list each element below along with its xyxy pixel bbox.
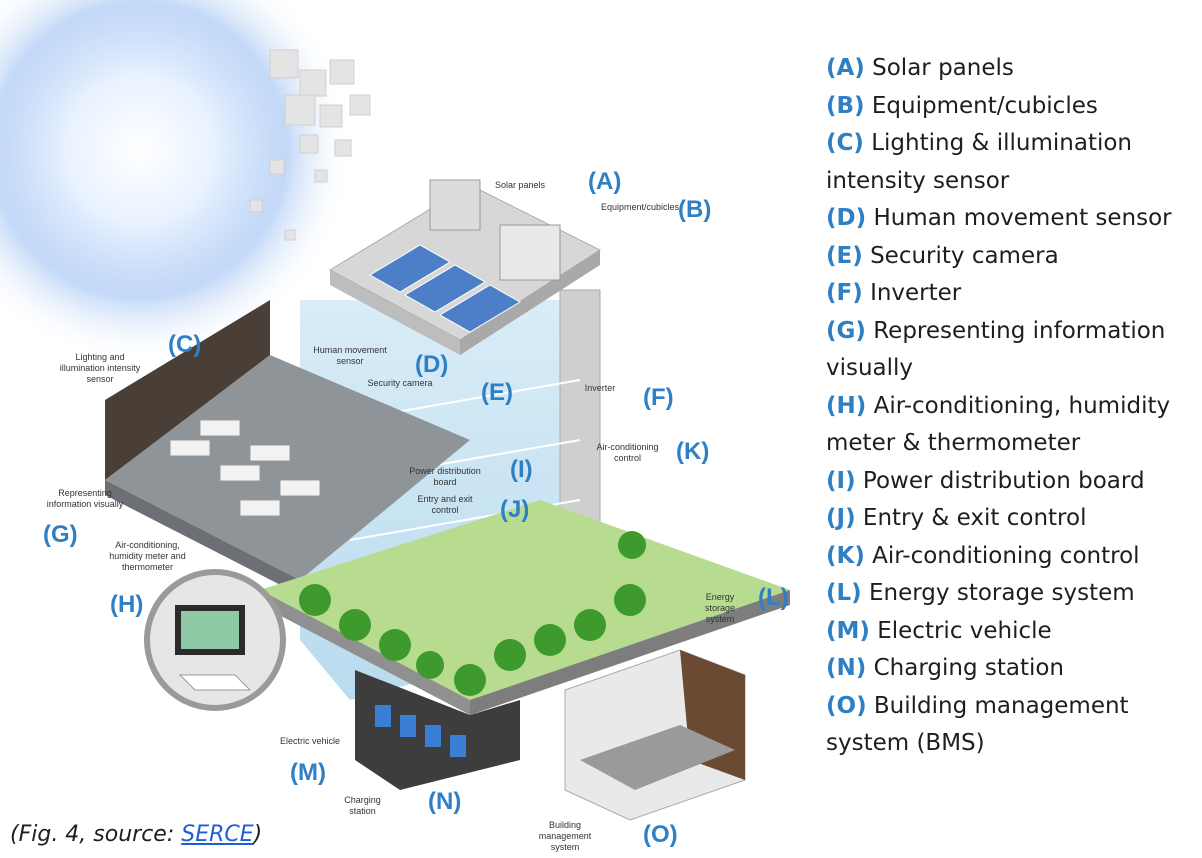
legend-letter: (A) <box>826 55 865 81</box>
label-caption: Human movement sensor <box>310 345 390 367</box>
caption-prefix: (Fig. 4, source: <box>10 822 181 847</box>
legend-text: Building management system (BMS) <box>826 693 1129 757</box>
legend-letter: (L) <box>826 580 862 606</box>
source-link[interactable]: SERCE <box>181 822 253 847</box>
label-letter: (H) <box>110 591 143 619</box>
label-letter: (N) <box>428 788 461 816</box>
caption: (Fig. 4, source: SERCE) <box>10 822 262 847</box>
label-caption: Power distribution board <box>405 466 485 488</box>
legend-item: (G) Representing information visually <box>826 313 1196 388</box>
legend-item: (N) Charging station <box>826 650 1196 688</box>
label-letter: (J) <box>500 496 529 524</box>
label-caption: Building management system <box>525 820 605 853</box>
equipment <box>430 180 480 230</box>
label-caption: Air-conditioning control <box>590 442 665 464</box>
label-letter: (E) <box>481 379 513 407</box>
label-letter: (G) <box>43 521 78 549</box>
label-letter: (K) <box>676 438 709 466</box>
label-caption: Air-conditioning, humidity meter and the… <box>100 540 195 573</box>
legend-item: (K) Air-conditioning control <box>826 538 1196 576</box>
label-letter: (L) <box>758 584 789 612</box>
label-caption: Charging station <box>330 795 395 817</box>
legend-item: (F) Inverter <box>826 275 1196 313</box>
label-letter: (O) <box>643 821 678 849</box>
label-caption: Inverter <box>580 383 620 394</box>
label-caption: Representing information visually <box>40 488 130 510</box>
legend-text: Human movement sensor <box>873 205 1171 231</box>
label-letter: (B) <box>678 196 711 224</box>
legend-letter: (M) <box>826 618 870 644</box>
legend-text: Equipment/cubicles <box>872 93 1098 119</box>
legend-letter: (O) <box>826 693 867 719</box>
label-letter: (D) <box>415 351 448 379</box>
legend-text: Representing information visually <box>826 318 1165 382</box>
legend-item: (H) Air-conditioning, humidity meter & t… <box>826 388 1196 463</box>
legend-letter: (I) <box>826 468 856 494</box>
legend-letter: (B) <box>826 93 865 119</box>
label-letter: (I) <box>510 456 533 484</box>
legend-item: (I) Power distribution board <box>826 463 1196 501</box>
legend-text: Air-conditioning control <box>872 543 1139 569</box>
label-caption: Security camera <box>365 378 435 389</box>
legend-text: Charging station <box>874 655 1064 681</box>
legend-text: Electric vehicle <box>877 618 1051 644</box>
legend-letter: (K) <box>826 543 865 569</box>
legend-item: (D) Human movement sensor <box>826 200 1196 238</box>
legend-item: (L) Energy storage system <box>826 575 1196 613</box>
legend-text: Inverter <box>870 280 961 306</box>
legend-item: (E) Security camera <box>826 238 1196 276</box>
legend-letter: (N) <box>826 655 866 681</box>
legend-item: (C) Lighting & illumination intensity se… <box>826 125 1196 200</box>
legend-letter: (C) <box>826 130 864 156</box>
legend-item: (O) Building management system (BMS) <box>826 688 1196 763</box>
equipment <box>500 225 560 280</box>
label-letter: (A) <box>588 168 621 196</box>
label-caption: Equipment/cubicles <box>600 202 680 213</box>
caption-suffix: ) <box>254 822 263 847</box>
legend-text: Air-conditioning, humidity meter & therm… <box>826 393 1170 457</box>
label-caption: Entry and exit control <box>410 494 480 516</box>
legend-text: Entry & exit control <box>863 505 1087 531</box>
legend-letter: (J) <box>826 505 856 531</box>
legend-item: (B) Equipment/cubicles <box>826 88 1196 126</box>
legend: (A) Solar panels(B) Equipment/cubicles(C… <box>826 50 1196 763</box>
legend-text: Power distribution board <box>863 468 1145 494</box>
label-letter: (F) <box>643 384 674 412</box>
legend-letter: (G) <box>826 318 866 344</box>
legend-letter: (D) <box>826 205 866 231</box>
legend-item: (A) Solar panels <box>826 50 1196 88</box>
page: { "diagram_labels": [ {"letter": "(A)", … <box>0 0 1202 858</box>
label-caption: Solar panels <box>490 180 550 191</box>
label-caption: Electric vehicle <box>275 736 345 747</box>
legend-item: (J) Entry & exit control <box>826 500 1196 538</box>
legend-item: (M) Electric vehicle <box>826 613 1196 651</box>
legend-letter: (H) <box>826 393 866 419</box>
label-letter: (C) <box>168 331 201 359</box>
legend-letter: (E) <box>826 243 863 269</box>
label-caption: Energy storage system <box>690 592 750 625</box>
legend-text: Lighting & illumination intensity sensor <box>826 130 1132 194</box>
legend-text: Solar panels <box>872 55 1014 81</box>
label-caption: Lighting and illumination intensity sens… <box>55 352 145 385</box>
label-letter: (M) <box>290 759 326 787</box>
legend-text: Energy storage system <box>869 580 1135 606</box>
monitor-screen <box>181 611 239 649</box>
legend-letter: (F) <box>826 280 863 306</box>
legend-text: Security camera <box>870 243 1059 269</box>
